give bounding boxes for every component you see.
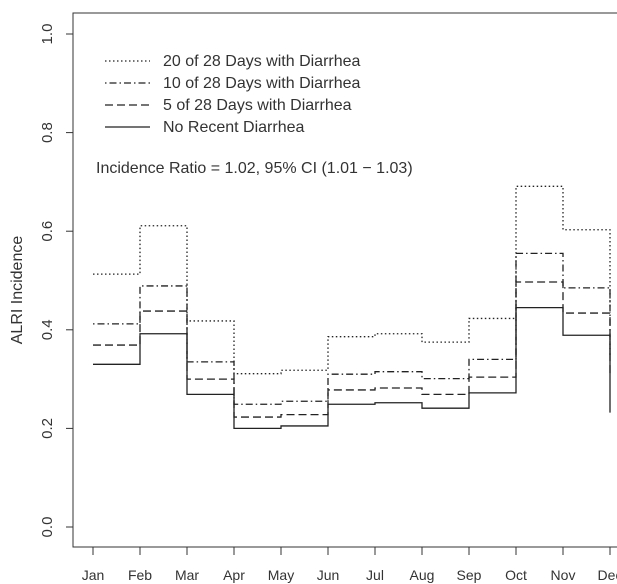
x-tick-label: Feb [128,567,152,583]
series-line [93,185,611,375]
y-axis-label: ALRI Incidence [9,236,26,345]
x-tick-label: Oct [505,567,527,583]
y-tick-label: 1.0 [39,24,56,45]
plot-border [72,12,617,548]
legend-label: 10 of 28 Days with Diarrhea [163,75,361,92]
y-tick-label: 0.8 [39,122,56,143]
y-tick-label: 0.0 [39,517,56,538]
series-line [93,252,611,405]
legend-label: No Recent Diarrhea [163,119,305,136]
x-tick-label: Dec [598,567,617,583]
incidence-ratio-annotation: Incidence Ratio = 1.02, 95% CI (1.01 − 1… [96,160,413,177]
series-line [93,281,611,418]
series-layer [93,185,611,430]
x-tick-label: Jan [82,567,105,583]
x-tick-label: Sep [457,567,482,583]
legend-label: 5 of 28 Days with Diarrhea [163,97,352,114]
series-line [93,306,611,430]
x-tick-label: Mar [175,567,199,583]
x-tick-label: May [268,567,294,583]
y-tick-label: 0.6 [39,221,56,242]
plot-frame [72,12,617,548]
x-tick-label: Jul [366,567,384,583]
legend: 20 of 28 Days with Diarrhea 10 of 28 Days… [105,53,361,136]
x-tick-label: Nov [551,567,576,583]
y-axis: 0.0 0.2 0.4 0.6 0.8 1.0 [39,24,73,538]
x-tick-label: Aug [410,567,435,583]
y-tick-label: 0.4 [39,319,56,340]
x-tick-label: Apr [223,567,245,583]
legend-label: 20 of 28 Days with Diarrhea [163,53,361,70]
x-tick-label: Jun [317,567,340,583]
x-axis: Jan Feb Mar Apr May Jun Jul Aug Sep Oct Nov Dec [82,547,617,583]
y-tick-label: 0.2 [39,418,56,439]
